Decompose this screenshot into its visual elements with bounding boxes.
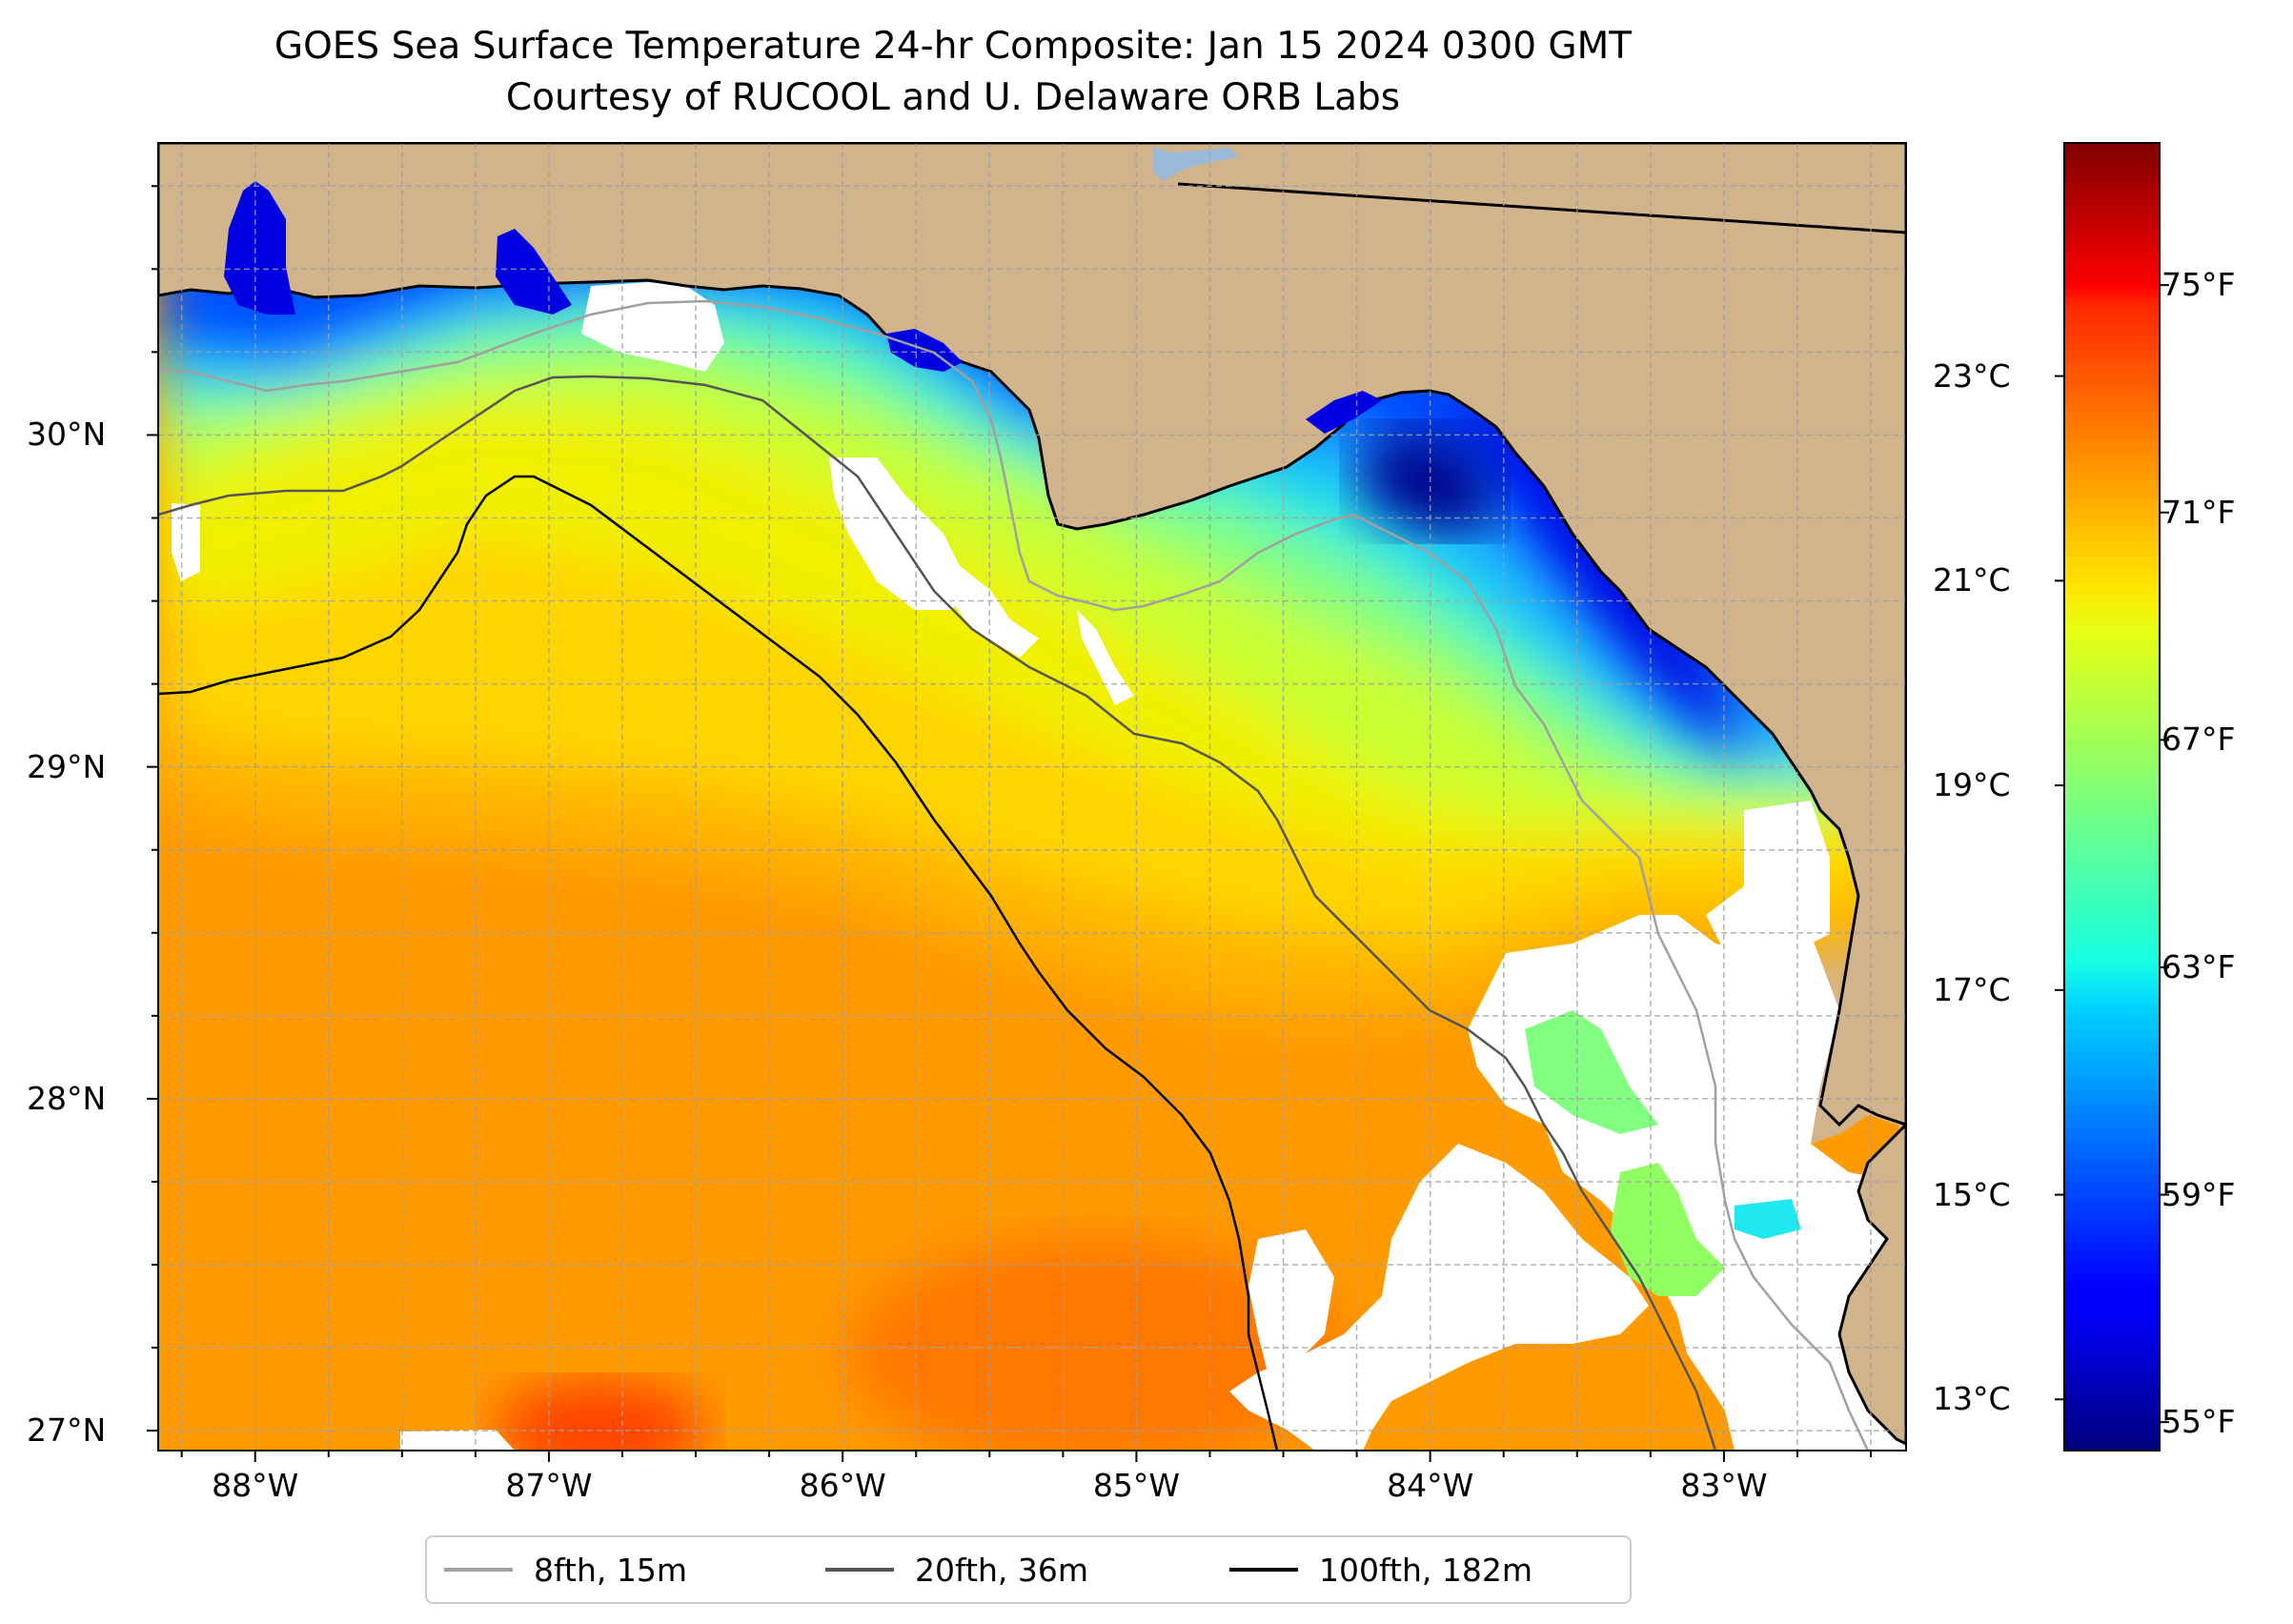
fahrenheit-tick-label: 55°F	[2161, 1403, 2236, 1441]
lon-tick-label: 86°W	[799, 1467, 886, 1504]
east-land	[1837, 1122, 1906, 1446]
lat-tick-label: 29°N	[27, 747, 107, 785]
map-frame	[157, 142, 1907, 1451]
colorbar	[2063, 142, 2161, 1451]
lon-tick-label: 87°W	[505, 1467, 593, 1504]
fahrenheit-tick-label: 75°F	[2161, 266, 2236, 304]
legend-line-swatch	[444, 1568, 513, 1572]
lon-tick-label: 84°W	[1387, 1467, 1474, 1504]
lat-tick-label: 28°N	[27, 1079, 107, 1117]
sst-warm-area	[848, 1239, 1344, 1451]
sst-isolated-patches	[1525, 1010, 1801, 1296]
fahrenheit-tick-label: 67°F	[2161, 721, 2236, 759]
colorbar-ticks	[2055, 284, 2169, 1424]
legend-item: 8fth, 15m	[444, 1537, 687, 1602]
celsius-tick-label: 13°C	[1933, 1380, 2011, 1418]
figure-title: GOES Sea Surface Temperature 24-hr Compo…	[274, 25, 1633, 68]
legend-line-swatch	[825, 1568, 894, 1572]
coastline-land	[158, 143, 1906, 1127]
lat-tick-label: 27°N	[27, 1411, 107, 1450]
lake	[1153, 148, 1239, 181]
lon-tick-label: 83°W	[1680, 1467, 1768, 1504]
sst-warm-spot	[496, 1382, 705, 1451]
celsius-tick-label: 15°C	[1933, 1175, 2011, 1213]
legend-label: 8fth, 15m	[534, 1551, 688, 1589]
figure-subtitle: Courtesy of RUCOOL and U. Delaware ORB L…	[505, 76, 1401, 119]
legend-label: 20fth, 36m	[915, 1551, 1088, 1589]
sst-deep-blue	[1353, 400, 1744, 762]
isobath-100fth	[158, 475, 1279, 1451]
legend-item: 20fth, 36m	[825, 1537, 1088, 1602]
isobath-20fth	[158, 375, 1717, 1451]
fahrenheit-tick-label: 63°F	[2161, 947, 2236, 985]
lon-tick-label: 88°W	[212, 1467, 299, 1504]
gridlines	[158, 143, 1906, 1451]
state-boundary	[1177, 182, 1906, 234]
legend-label: 100fth, 182m	[1319, 1551, 1532, 1589]
celsius-tick-label: 23°C	[1933, 356, 2011, 395]
lat-tick-label: 30°N	[27, 416, 107, 454]
celsius-tick-label: 21°C	[1933, 561, 2011, 599]
celsius-tick-label: 19°C	[1933, 766, 2011, 804]
isobath-legend: 8fth, 15m 20fth, 36m 100fth, 182m	[425, 1535, 1632, 1604]
isobath-8fth	[158, 299, 1870, 1451]
fahrenheit-tick-label: 59°F	[2161, 1175, 2236, 1213]
sst-darkest	[1353, 429, 1496, 534]
legend-item: 100fth, 182m	[1229, 1537, 1532, 1602]
lon-tick-label: 85°W	[1092, 1467, 1180, 1504]
celsius-tick-label: 17°C	[1933, 970, 2011, 1008]
tick-marks	[147, 185, 1873, 1462]
bays	[224, 181, 1382, 434]
fahrenheit-tick-label: 71°F	[2161, 493, 2236, 531]
legend-line-swatch	[1229, 1568, 1298, 1572]
